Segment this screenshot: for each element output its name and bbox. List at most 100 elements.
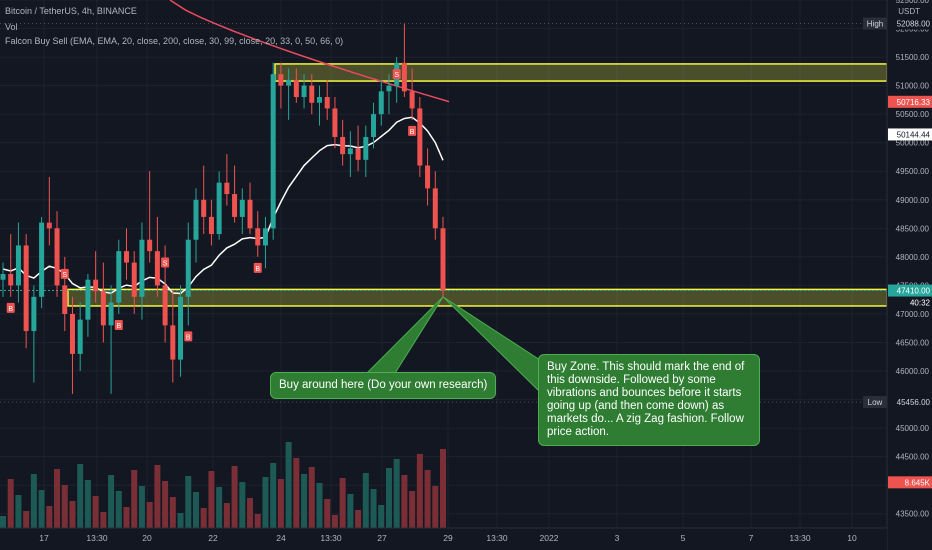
volume-legend: Vol: [5, 22, 18, 32]
candle-body: [0, 273, 6, 280]
x-tick-label: 22: [208, 533, 218, 543]
ema-white-tag-value: 50144.44: [897, 130, 931, 139]
candle-body: [386, 85, 392, 92]
x-tick-label: 10: [847, 533, 857, 543]
x-tick-label: 24: [276, 533, 286, 543]
volume-bar: [30, 474, 37, 528]
volume-bar: [440, 449, 446, 528]
volume-bar: [293, 458, 300, 528]
volume-bar: [169, 497, 176, 528]
candle-body: [154, 251, 160, 286]
volume-bar: [277, 479, 284, 528]
x-tick-label: 7: [749, 533, 754, 543]
buy-zone-note: Buy Zone. This should mark the end of th…: [538, 354, 760, 446]
candle-body: [440, 228, 446, 291]
volume-bar: [247, 498, 254, 528]
x-tick-label: 13:30: [86, 533, 108, 543]
volume-bar: [162, 481, 169, 528]
volume-bar: [223, 503, 230, 528]
y-tick-label: 49500.00: [896, 167, 930, 176]
volume-bar: [324, 499, 331, 528]
volume-bar: [54, 469, 61, 528]
volume-bar: [378, 505, 385, 528]
high-tag: [888, 17, 932, 30]
x-tick-label: 27: [377, 533, 387, 543]
currency-label: USDT: [898, 7, 920, 16]
candle-body: [162, 285, 168, 326]
x-tick-label: 29: [443, 533, 453, 543]
candle-body: [286, 79, 292, 86]
candle-body: [131, 262, 137, 297]
volume-bar: [409, 491, 416, 528]
volume-bar: [216, 487, 223, 528]
buy-note-pointer: [360, 296, 444, 379]
volume-bar: [123, 507, 130, 528]
volume-bar: [432, 486, 439, 528]
volume-bar: [38, 490, 45, 528]
volume-bar: [146, 502, 153, 528]
y-tick-label: 48000.00: [896, 253, 930, 262]
candle-body: [15, 245, 21, 286]
zone-box: [67, 288, 888, 307]
buy-marker-label: B: [410, 129, 415, 136]
candle-body: [116, 251, 122, 303]
volume-bar: [208, 471, 215, 528]
volume-bars: [0, 442, 446, 528]
low-tag-label: Low: [868, 398, 883, 407]
volume-bar: [200, 508, 207, 528]
buy-sell-zones: [0, 23, 888, 403]
candle-body: [224, 182, 230, 195]
candle-body: [193, 199, 199, 240]
buy-marker: [253, 262, 262, 273]
volume-bar: [355, 510, 362, 528]
volume-bar: [393, 459, 400, 528]
volume-bar: [270, 463, 277, 528]
symbol-title: Bitcoin / TetherUS, 4h, BINANCE: [5, 6, 137, 16]
sell-marker: [392, 69, 401, 80]
volume-bar: [15, 495, 22, 528]
volume-bar: [424, 470, 431, 528]
candle-body: [332, 108, 338, 137]
candle-body: [77, 319, 83, 354]
buy-marker: [6, 302, 15, 313]
volume-bar: [84, 480, 91, 528]
candle-body: [23, 245, 29, 332]
low-tag: [888, 396, 932, 409]
volume-bar: [192, 492, 199, 528]
candle-body: [316, 97, 322, 103]
x-tick-label: 13:30: [789, 533, 811, 543]
volume-bar: [7, 479, 14, 528]
volume-bar: [339, 478, 346, 528]
volume-bar: [239, 482, 246, 528]
volume-bar: [108, 475, 115, 528]
volume-bar: [316, 483, 323, 528]
volume-bar: [185, 476, 192, 528]
candle-body: [178, 296, 184, 360]
buy-marker: [408, 125, 417, 136]
candle-body: [239, 199, 245, 217]
volume-bar: [331, 515, 338, 528]
volume-bar: [138, 486, 145, 528]
candle-body: [46, 222, 52, 229]
candle-body: [170, 325, 176, 360]
time-axis[interactable]: 17 13:30 20 22 24 13:30 27 29 13:30 2022 3 5 7 13:30 1…: [0, 527, 887, 550]
buy-marker: [114, 319, 123, 330]
volume-bar: [131, 470, 138, 528]
buy-marker-label: B: [186, 334, 191, 341]
buy-marker: [184, 331, 193, 342]
x-tick-label: 13:30: [320, 533, 342, 543]
y-tick-label: 52500.00: [896, 0, 930, 5]
candle-body: [278, 74, 284, 86]
volume-bar: [0, 516, 6, 528]
volume-bar: [370, 489, 377, 528]
candle-body: [247, 199, 253, 229]
price-axis[interactable]: 43500.0044000.0044500.0045000.0045500.00…: [863, 0, 932, 550]
volume-bar: [100, 512, 107, 528]
candle-body: [355, 148, 361, 160]
x-tick-label: 3: [615, 533, 620, 543]
volume-bar: [254, 514, 261, 528]
indicator-legend: Falcon Buy Sell (EMA, EMA, 20, close, 20…: [5, 36, 344, 46]
sell-marker-label: S: [62, 272, 67, 279]
